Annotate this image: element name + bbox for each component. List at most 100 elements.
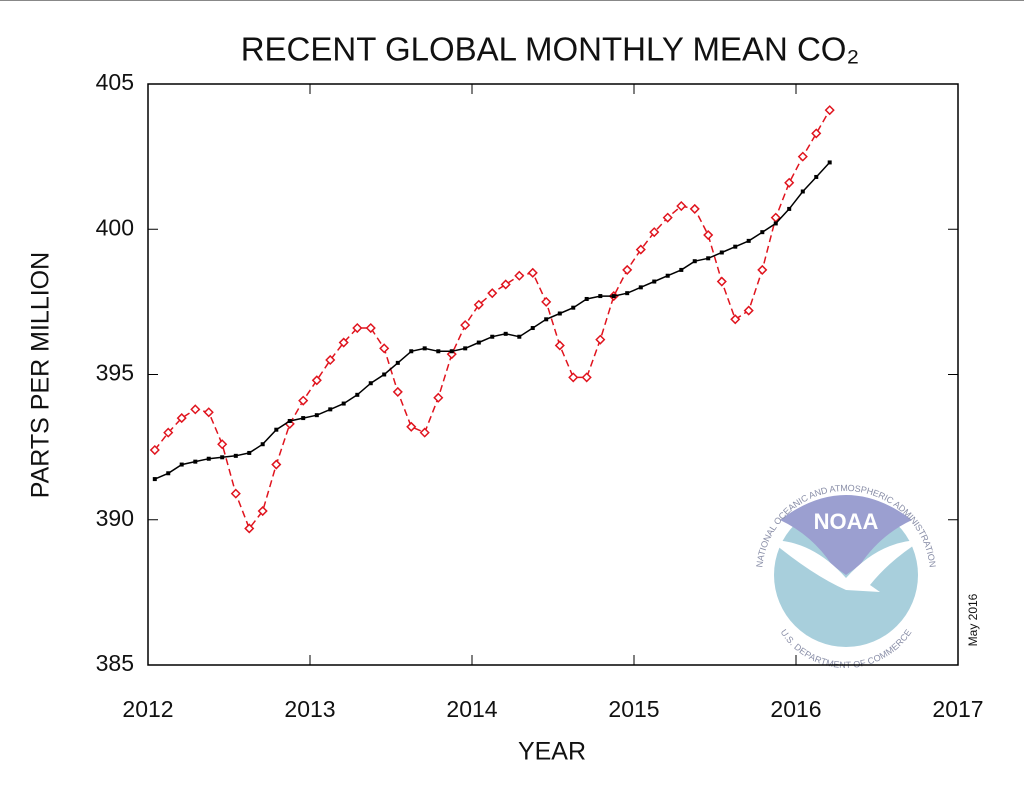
point (230, 488, 241, 499)
point (527, 267, 538, 278)
point (581, 372, 592, 383)
x-tick-label: 2017 (932, 696, 983, 722)
x-tick-label: 2016 (770, 696, 821, 722)
point (287, 418, 292, 423)
point (541, 296, 552, 307)
point (554, 340, 565, 351)
point (233, 453, 238, 458)
point (301, 416, 306, 421)
point (662, 212, 673, 223)
point (679, 267, 684, 272)
point (419, 427, 430, 438)
series-line (154, 109, 831, 531)
y-axis-label: PARTS PER MILLION (27, 252, 55, 498)
x-tick-label: 2014 (446, 696, 497, 722)
point (206, 456, 211, 461)
point (257, 505, 268, 517)
point (338, 337, 349, 348)
point (355, 392, 360, 397)
point (649, 227, 660, 238)
point (652, 279, 657, 284)
point (166, 471, 171, 476)
point (568, 372, 579, 383)
point (409, 349, 414, 354)
x-tick-label: 2012 (122, 696, 173, 722)
point (598, 294, 603, 299)
point (595, 334, 606, 345)
point (274, 427, 279, 432)
point (247, 450, 252, 455)
y-tick-label: 385 (96, 650, 134, 676)
point (611, 294, 616, 299)
point (814, 174, 819, 179)
point (827, 160, 832, 165)
point (500, 279, 511, 290)
point (325, 354, 336, 366)
point (490, 334, 495, 339)
point (436, 349, 441, 354)
point (190, 404, 201, 415)
point (571, 305, 576, 310)
point (368, 381, 373, 386)
point (217, 439, 228, 450)
point (584, 296, 589, 301)
point (463, 346, 468, 351)
point (625, 291, 630, 296)
point (203, 407, 214, 418)
series (149, 105, 835, 534)
point (220, 455, 225, 460)
point (163, 427, 174, 438)
point (797, 151, 808, 162)
point (757, 264, 768, 275)
point (328, 407, 333, 412)
y-tick-label: 390 (96, 505, 134, 531)
noaa-logo: NOAA NATIONAL OCEANIC AND ATMOSPHERIC AD… (755, 483, 938, 670)
point (379, 343, 390, 354)
point (392, 386, 403, 397)
point (406, 421, 417, 432)
point (622, 264, 633, 275)
point (730, 314, 741, 325)
point (746, 238, 751, 243)
point (676, 200, 687, 212)
point (476, 340, 481, 345)
point (149, 444, 160, 456)
point (733, 244, 738, 249)
y-tick-label: 395 (96, 360, 134, 386)
point (760, 230, 765, 235)
point (706, 256, 711, 261)
point (811, 128, 822, 139)
point (487, 288, 498, 299)
x-axis-label: YEAR (518, 738, 586, 766)
point (557, 311, 562, 316)
point (433, 392, 444, 403)
point (311, 375, 322, 386)
point (473, 299, 484, 310)
point (341, 401, 346, 406)
point (395, 360, 400, 365)
point (530, 326, 535, 331)
x-tick-label: 2015 (608, 696, 659, 722)
point (449, 349, 454, 354)
point (314, 413, 319, 418)
point (716, 276, 727, 287)
logo-name: NOAA (814, 509, 879, 534)
point (689, 203, 700, 214)
point (352, 322, 363, 334)
point (719, 250, 724, 255)
series (152, 160, 832, 482)
point (244, 523, 255, 534)
point (544, 317, 549, 322)
point (692, 259, 697, 264)
chart-title: RECENT GLOBAL MONTHLY MEAN CO₂ (241, 31, 860, 68)
x-tick-label: 2013 (284, 696, 335, 722)
point (460, 320, 471, 331)
point (514, 270, 525, 281)
point (517, 334, 522, 339)
point (824, 105, 835, 116)
point (176, 413, 187, 424)
point (193, 459, 198, 464)
y-tick-label: 405 (96, 69, 134, 95)
point (260, 442, 265, 447)
